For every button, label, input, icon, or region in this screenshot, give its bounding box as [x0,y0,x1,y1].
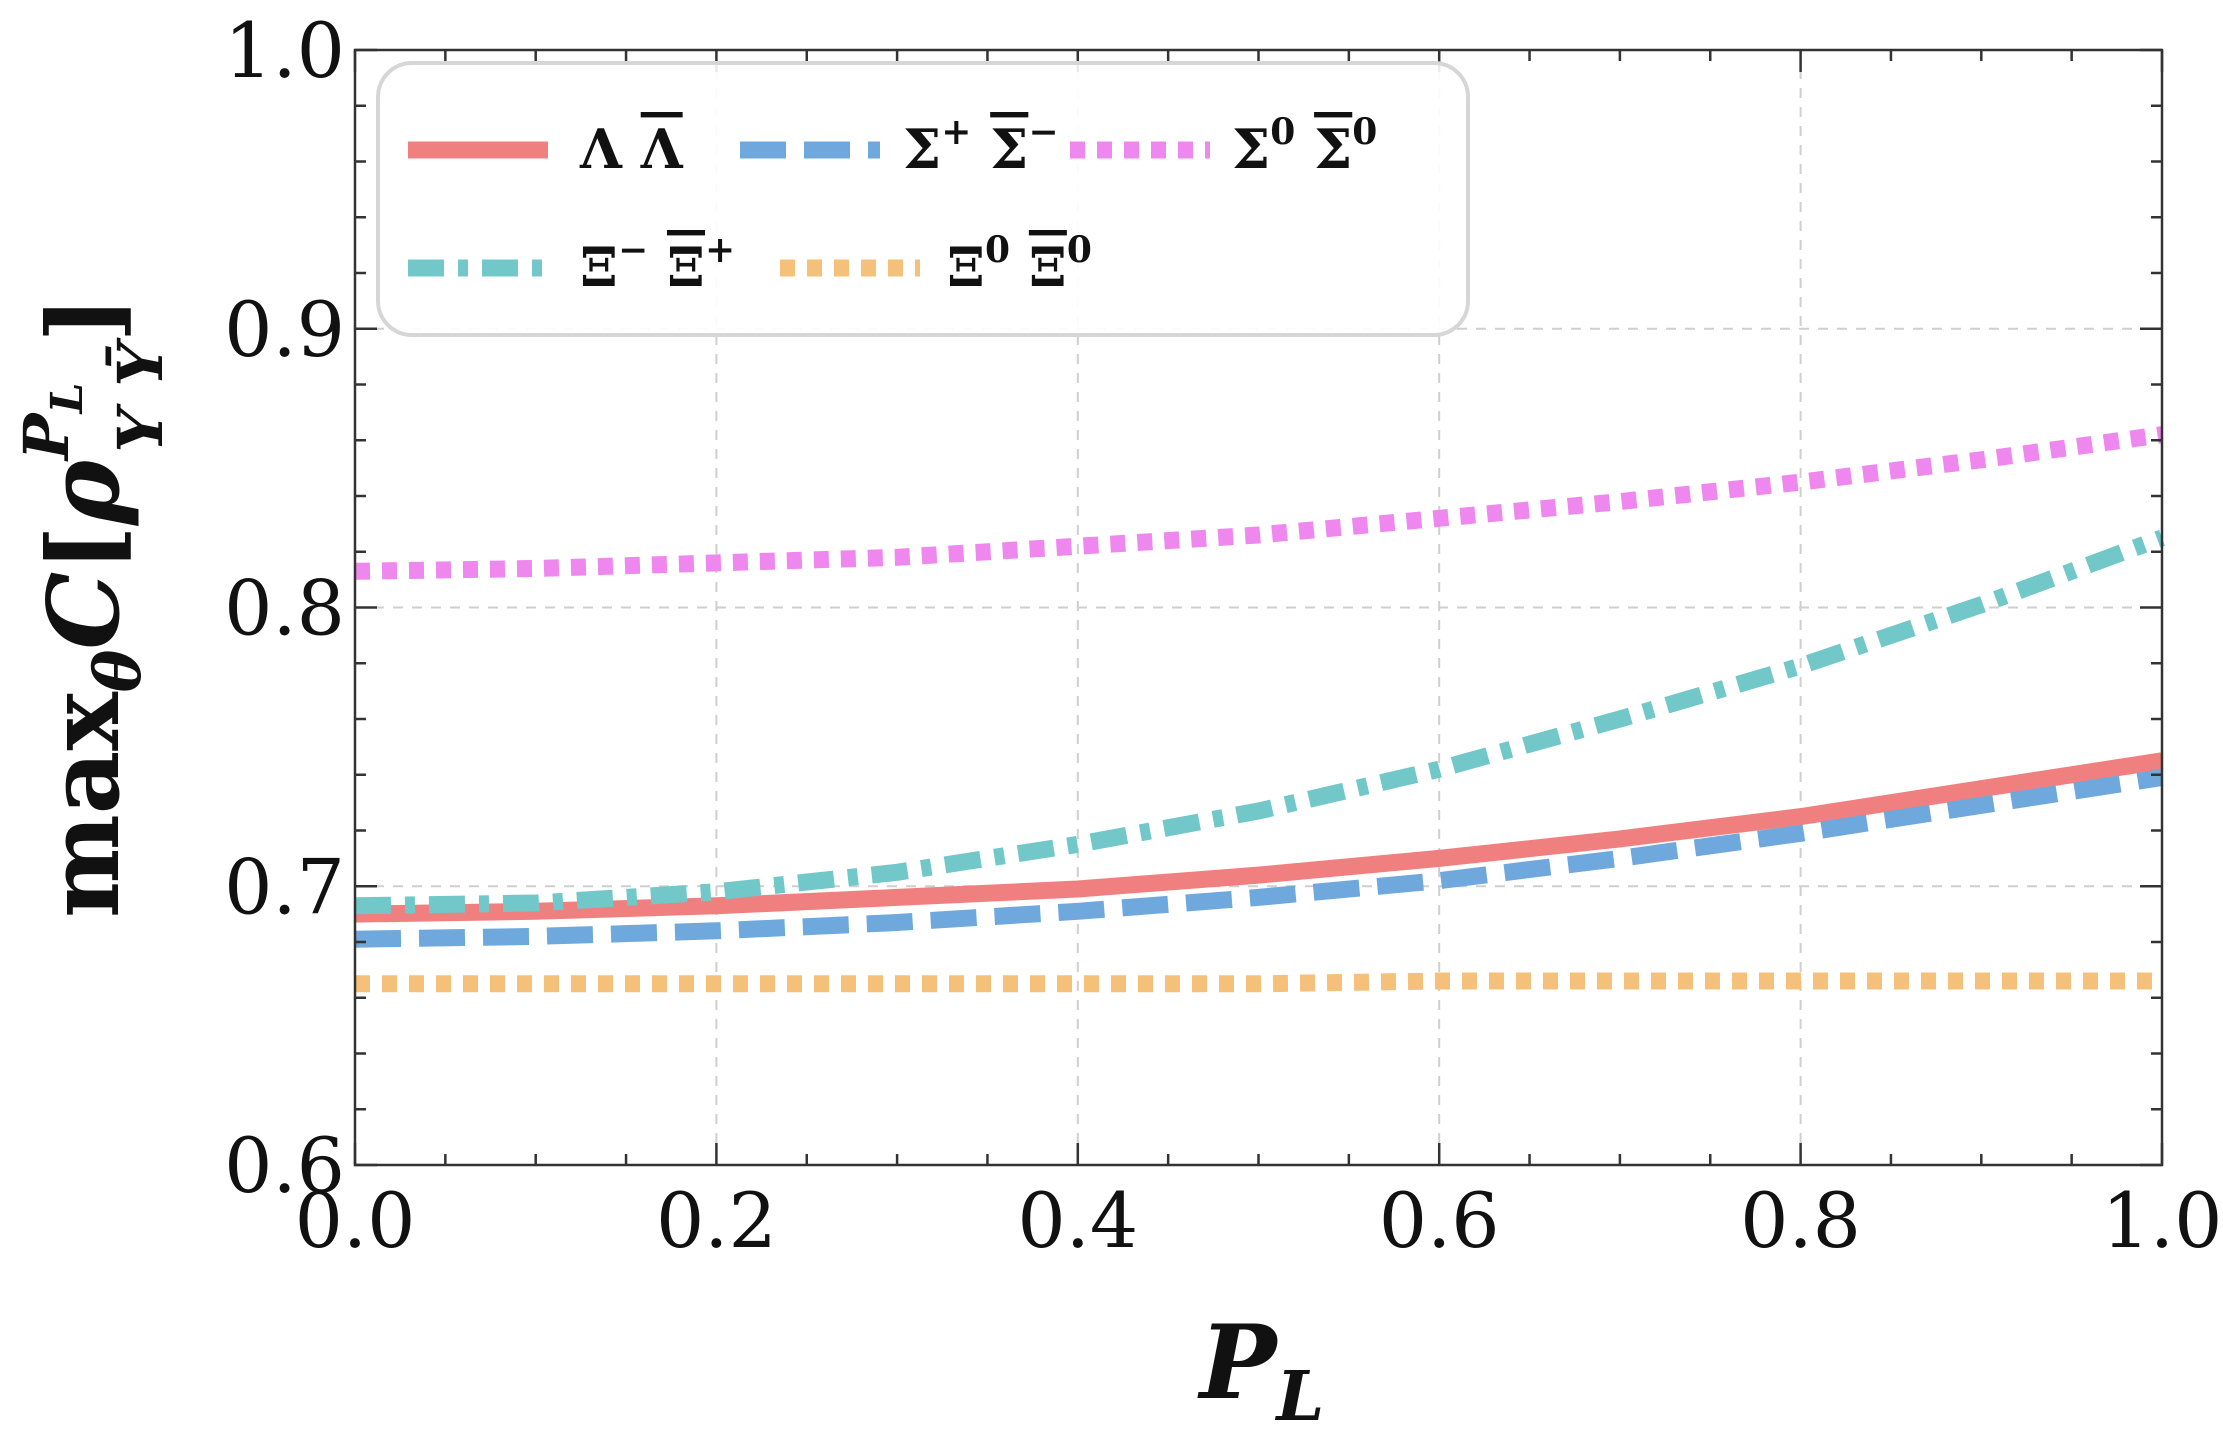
axis-ticks: 0.0 0.2 0.4 0.6 0.8 1.0 0.6 0.7 0.8 0.9 1.0 [224,6,2222,1265]
legend-label-4: Ξ0 Ξ0 [947,229,1092,299]
series-line-1 [354,769,2164,948]
series-line-3 [354,529,2165,915]
x-axis-label-text: PL [1197,1303,1325,1437]
series-line-4 [355,972,2162,993]
y-tick-label: 0.6 [224,1121,345,1210]
legend-label-1: Σ+ Σ− [903,111,1059,181]
x-tick-label: 0.2 [656,1176,777,1265]
x-axis-label: PL [1197,1303,1325,1437]
y-axis-label: maxθC[ρPL Y Ȳ] [10,296,177,918]
legend-label-3: Ξ− Ξ+ [580,229,735,299]
y-axis-label-text: maxθC[ρPL Y Ȳ] [10,296,177,918]
y-axis-label-group: maxθC[ρPL Y Ȳ] [10,296,177,918]
series-lines [354,426,2165,993]
grid [355,50,2162,1165]
x-tick-label: 1.0 [2102,1176,2223,1265]
y-tick-label: 1.0 [224,6,345,95]
series-line-0 [354,752,2164,923]
x-tick-label: 0.0 [295,1176,416,1265]
series-line-2 [354,426,2164,580]
legend-label-0: Λ Λ [579,117,684,181]
y-tick-label: 0.7 [224,842,345,931]
y-tick-label: 0.8 [224,564,345,653]
legend: Λ Λ Σ+ Σ− Σ0 Σ0 Ξ− Ξ+ Ξ0 Ξ0 [376,61,1470,337]
x-tick-label: 0.6 [1379,1176,1500,1265]
x-tick-label: 0.4 [1017,1176,1138,1265]
legend-frame [376,61,1470,337]
legend-label-2: Σ0 Σ0 [1232,111,1377,181]
y-tick-label: 0.9 [224,285,345,374]
x-tick-label: 0.8 [1740,1176,1861,1265]
